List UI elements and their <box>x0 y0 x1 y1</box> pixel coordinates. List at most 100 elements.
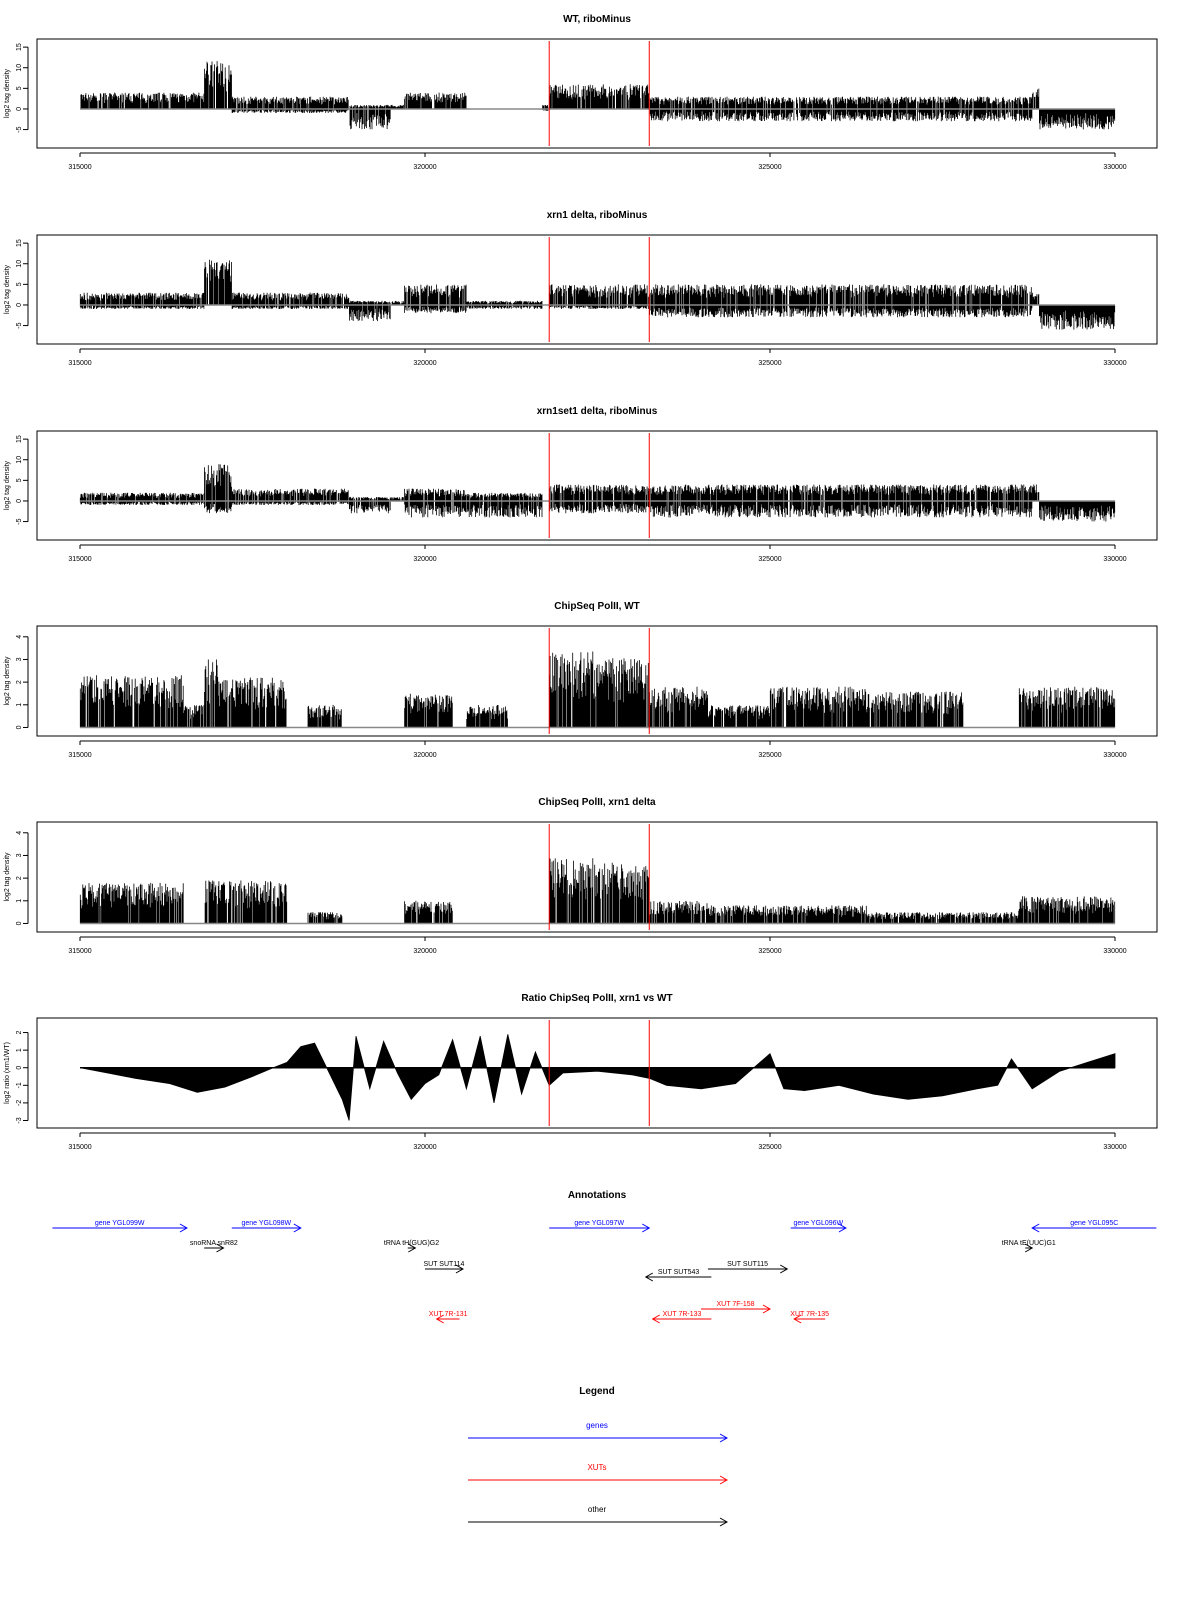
ratio-area <box>79 1034 1116 1121</box>
data-segment <box>707 705 771 728</box>
y-tick-label: 0 <box>16 1066 23 1070</box>
panel-title: xrn1 delta, riboMinus <box>547 210 648 221</box>
data-segment <box>204 259 232 305</box>
legend-item-xuts: XUTs <box>468 1463 729 1485</box>
x-tick-label: 330000 <box>1103 1144 1126 1151</box>
feature-arrow-head <box>780 1264 789 1274</box>
x-tick-label: 330000 <box>1103 360 1126 367</box>
feature-sut-sut543: SUT SUT543 <box>644 1269 712 1282</box>
y-tick-label: 5 <box>16 478 23 482</box>
data-segment <box>79 675 184 728</box>
y-axis-label: log2 ratio (xrn1/WT) <box>4 1042 11 1104</box>
plot-frame <box>36 234 1158 345</box>
feature-label: SUT SUT114 <box>423 1261 464 1268</box>
feature-arrow-head <box>642 1223 651 1233</box>
data-segment <box>1032 484 1040 501</box>
feature-xut-7r-135: XUT 7R-135 <box>790 1311 829 1324</box>
y-axis-label: log2 tag density <box>4 852 11 902</box>
feature-label: gene YGL096W <box>793 1220 843 1227</box>
feature-gene-ygl099w: gene YGL099W <box>52 1220 188 1233</box>
legend-item-other: other <box>468 1505 729 1527</box>
y-tick-label: -5 <box>16 518 23 524</box>
data-segment <box>390 104 404 109</box>
y-tick-label: 5 <box>16 86 23 90</box>
y-tick-label: -1 <box>16 1082 23 1088</box>
x-tick-label: 325000 <box>758 556 781 563</box>
data-segment <box>349 104 391 130</box>
feature-label: gene YGL097W <box>574 1220 624 1227</box>
data-segment <box>1018 896 1116 924</box>
x-tick-label: 315000 <box>68 752 91 759</box>
plot-frame <box>36 821 1158 933</box>
y-tick-label: 1 <box>16 1048 23 1052</box>
data-segment <box>549 484 650 514</box>
x-tick-label: 330000 <box>1103 164 1126 171</box>
data-segment <box>1032 88 1040 109</box>
y-tick-label: 3 <box>16 657 23 661</box>
feature-arrow-head <box>762 1304 772 1314</box>
data-bars <box>79 651 1116 728</box>
data-segment <box>542 105 550 111</box>
data-segment <box>80 92 205 109</box>
data-segment <box>404 92 467 109</box>
feature-snorna-snr82: snoRNA snR82 <box>190 1240 238 1253</box>
x-tick-label: 315000 <box>68 948 91 955</box>
x-tick-label: 330000 <box>1103 752 1126 759</box>
data-segment <box>866 912 1019 924</box>
feature-sut-sut115: SUT SUT115 <box>707 1261 789 1274</box>
data-segment <box>1039 501 1116 522</box>
y-tick-label: 1 <box>16 899 23 903</box>
y-tick-label: -5 <box>16 322 23 328</box>
x-tick-label: 315000 <box>68 1144 91 1151</box>
y-tick-label: -2 <box>16 1100 23 1106</box>
feature-xut-7r-133: XUT 7R-133 <box>651 1311 712 1324</box>
x-tick-label: 315000 <box>68 164 91 171</box>
panel-5: ChipSeq PolII, xrn1 delta 0 1 2 3 4 log2 tag d… <box>4 797 1158 955</box>
x-tick-label: 320000 <box>413 164 436 171</box>
x-tick-label: 325000 <box>758 360 781 367</box>
legend-label: XUTs <box>587 1463 606 1472</box>
x-tick-label: 315000 <box>68 556 91 563</box>
feature-arrow-head <box>293 1223 302 1233</box>
x-tick-label: 325000 <box>758 948 781 955</box>
x-tick-label: 320000 <box>413 1144 436 1151</box>
panel-title: xrn1set1 delta, riboMinus <box>537 406 658 417</box>
y-tick-label: 5 <box>16 282 23 286</box>
feature-xut-7f-158: XUT 7F-158 <box>701 1301 772 1314</box>
data-segment <box>549 858 598 924</box>
y-tick-label: -3 <box>16 1117 23 1123</box>
legend-title: Legend <box>579 1386 615 1397</box>
data-segment <box>231 292 350 309</box>
data-segment <box>204 61 232 109</box>
x-tick-label: 325000 <box>758 752 781 759</box>
feature-arrow-head <box>651 1314 660 1324</box>
feature-label: tRNA tH(GUG)G2 <box>384 1240 439 1247</box>
feature-arrow-head <box>644 1272 654 1282</box>
x-tick-label: 330000 <box>1103 556 1126 563</box>
y-tick-label: 2 <box>16 1031 23 1035</box>
y-tick-label: 15 <box>16 435 23 443</box>
feature-label: SUT SUT115 <box>727 1261 768 1268</box>
plot-frame <box>36 1017 1158 1129</box>
data-segment <box>707 905 867 924</box>
y-tick-label: 15 <box>16 239 23 247</box>
data-segment <box>404 693 453 728</box>
feature-label: snoRNA snR82 <box>190 1240 238 1247</box>
data-segment <box>1039 305 1116 330</box>
data-segment <box>649 686 708 728</box>
data-segment <box>349 300 391 322</box>
panel-title: WT, riboMinus <box>563 14 631 25</box>
data-segment <box>404 284 467 314</box>
panel-title: Ratio ChipSeq PolII, xrn1 vs WT <box>521 993 672 1004</box>
data-segment <box>466 492 543 518</box>
y-axis-label: log2 tag density <box>4 656 11 706</box>
y-axis-label: log2 tag density <box>4 68 11 118</box>
feature-sut-sut114: SUT SUT114 <box>423 1261 465 1274</box>
data-segment <box>1032 292 1040 305</box>
y-tick-label: -5 <box>16 126 23 132</box>
data-segment <box>1018 686 1116 728</box>
y-tick-label: 15 <box>16 43 23 51</box>
data-segment <box>231 488 349 506</box>
panel-title: ChipSeq PolII, xrn1 delta <box>538 797 656 808</box>
y-tick-label: 0 <box>16 499 23 503</box>
